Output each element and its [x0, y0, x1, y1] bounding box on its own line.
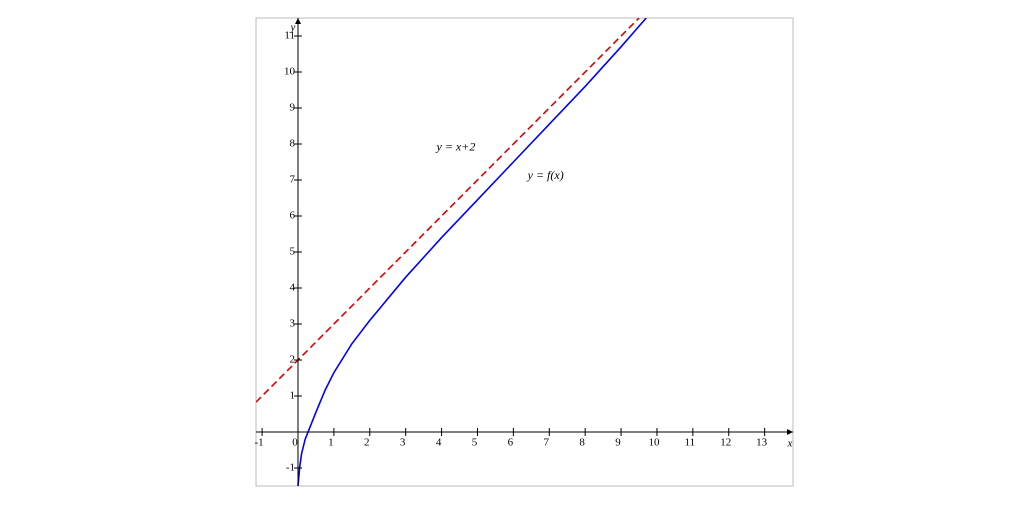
x-tick-label: -1: [255, 437, 264, 449]
series-line: [297, 18, 647, 486]
x-tick-label: 7: [544, 437, 550, 449]
x-tick-label: 5: [472, 437, 478, 449]
y-tick-label: 6: [289, 210, 295, 222]
x-tick-label: 4: [436, 437, 442, 449]
x-tick-label: 6: [508, 437, 514, 449]
y-tick-label: 10: [284, 66, 296, 78]
y-tick-label: -1: [286, 462, 295, 474]
y-tick-label: 9: [289, 102, 295, 114]
x-tick-label: 0: [292, 437, 298, 449]
x-tick-label: 3: [400, 437, 406, 449]
y-tick-label: 7: [289, 174, 295, 186]
x-axis-arrow: [787, 429, 793, 435]
plot-lines: [256, 18, 647, 486]
x-tick-label: 1: [328, 437, 334, 449]
x-axis-label: x: [787, 438, 793, 450]
x-tick-label: 11: [685, 437, 696, 449]
y-tick-label: 3: [289, 318, 295, 330]
y-tick-label: 11: [284, 30, 295, 42]
x-tick-label: 8: [579, 437, 585, 449]
x-tick-label: 2: [364, 437, 370, 449]
y-axis-label: y: [290, 22, 296, 34]
annotation: y = f(x): [527, 168, 564, 182]
x-tick-label: 9: [615, 437, 621, 449]
y-tick-label: 2: [289, 354, 295, 366]
x-tick-label: 10: [648, 437, 660, 449]
plot-frame: [255, 17, 794, 487]
y-tick-label: 5: [289, 246, 295, 258]
y-tick-label: 1: [289, 390, 295, 402]
x-tick-label: 12: [720, 437, 731, 449]
y-tick-label: 8: [289, 138, 295, 150]
y-axis-arrow: [294, 18, 301, 24]
series-line: [256, 18, 640, 403]
y-tick-label: 4: [289, 282, 295, 294]
x-tick-label: 13: [756, 437, 768, 449]
annotation: y = x+2: [436, 139, 476, 153]
